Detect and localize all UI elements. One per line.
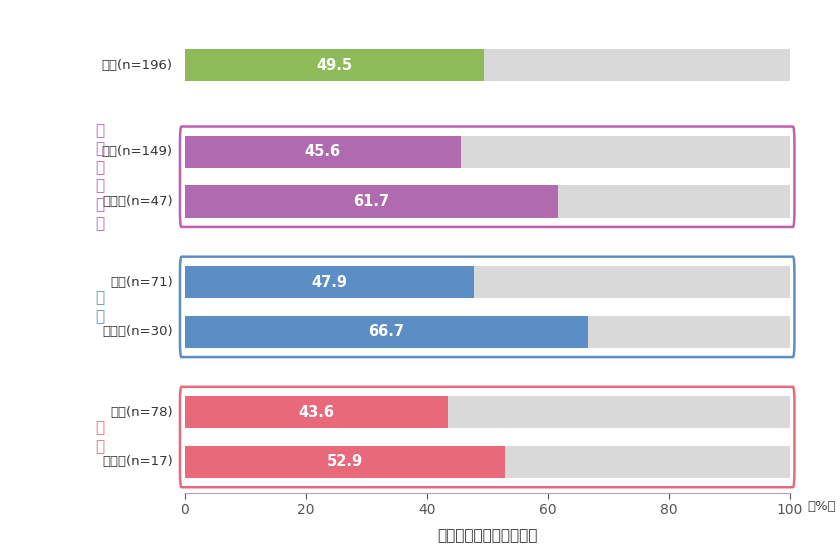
Text: 高齢者(n=17): 高齢者(n=17) xyxy=(102,455,173,468)
Text: 52.9: 52.9 xyxy=(327,454,363,469)
Bar xyxy=(185,185,558,218)
Bar xyxy=(185,315,588,348)
Text: 成人(n=71): 成人(n=71) xyxy=(110,276,173,288)
Text: 成人(n=149): 成人(n=149) xyxy=(102,146,173,158)
Text: 66.7: 66.7 xyxy=(369,324,405,339)
Bar xyxy=(185,266,475,298)
X-axis label: 推奨身体活動量の達成率: 推奨身体活動量の達成率 xyxy=(437,528,538,543)
Text: 女
性: 女 性 xyxy=(96,420,105,454)
Bar xyxy=(185,185,790,218)
Text: 成
人
・
高
齢
者: 成 人 ・ 高 齢 者 xyxy=(96,123,105,231)
Text: 高齢者(n=47): 高齢者(n=47) xyxy=(102,195,173,208)
Bar xyxy=(185,49,790,81)
Text: 全体(n=196): 全体(n=196) xyxy=(102,59,173,72)
Bar xyxy=(185,136,460,168)
Text: 47.9: 47.9 xyxy=(312,274,348,290)
Bar xyxy=(185,396,449,428)
Text: 61.7: 61.7 xyxy=(354,194,390,209)
Bar xyxy=(185,266,790,298)
Text: 高齢者(n=30): 高齢者(n=30) xyxy=(102,325,173,338)
Bar xyxy=(185,136,790,168)
Bar xyxy=(185,446,790,478)
Bar xyxy=(185,396,790,428)
Text: 男
性: 男 性 xyxy=(96,290,105,324)
Bar xyxy=(185,446,505,478)
Bar xyxy=(185,315,790,348)
Text: 45.6: 45.6 xyxy=(305,144,341,160)
Bar xyxy=(185,49,484,81)
Text: 43.6: 43.6 xyxy=(299,405,334,420)
Text: 成人(n=78): 成人(n=78) xyxy=(110,406,173,419)
Text: 49.5: 49.5 xyxy=(317,58,353,73)
Text: （%）: （%） xyxy=(808,500,837,513)
